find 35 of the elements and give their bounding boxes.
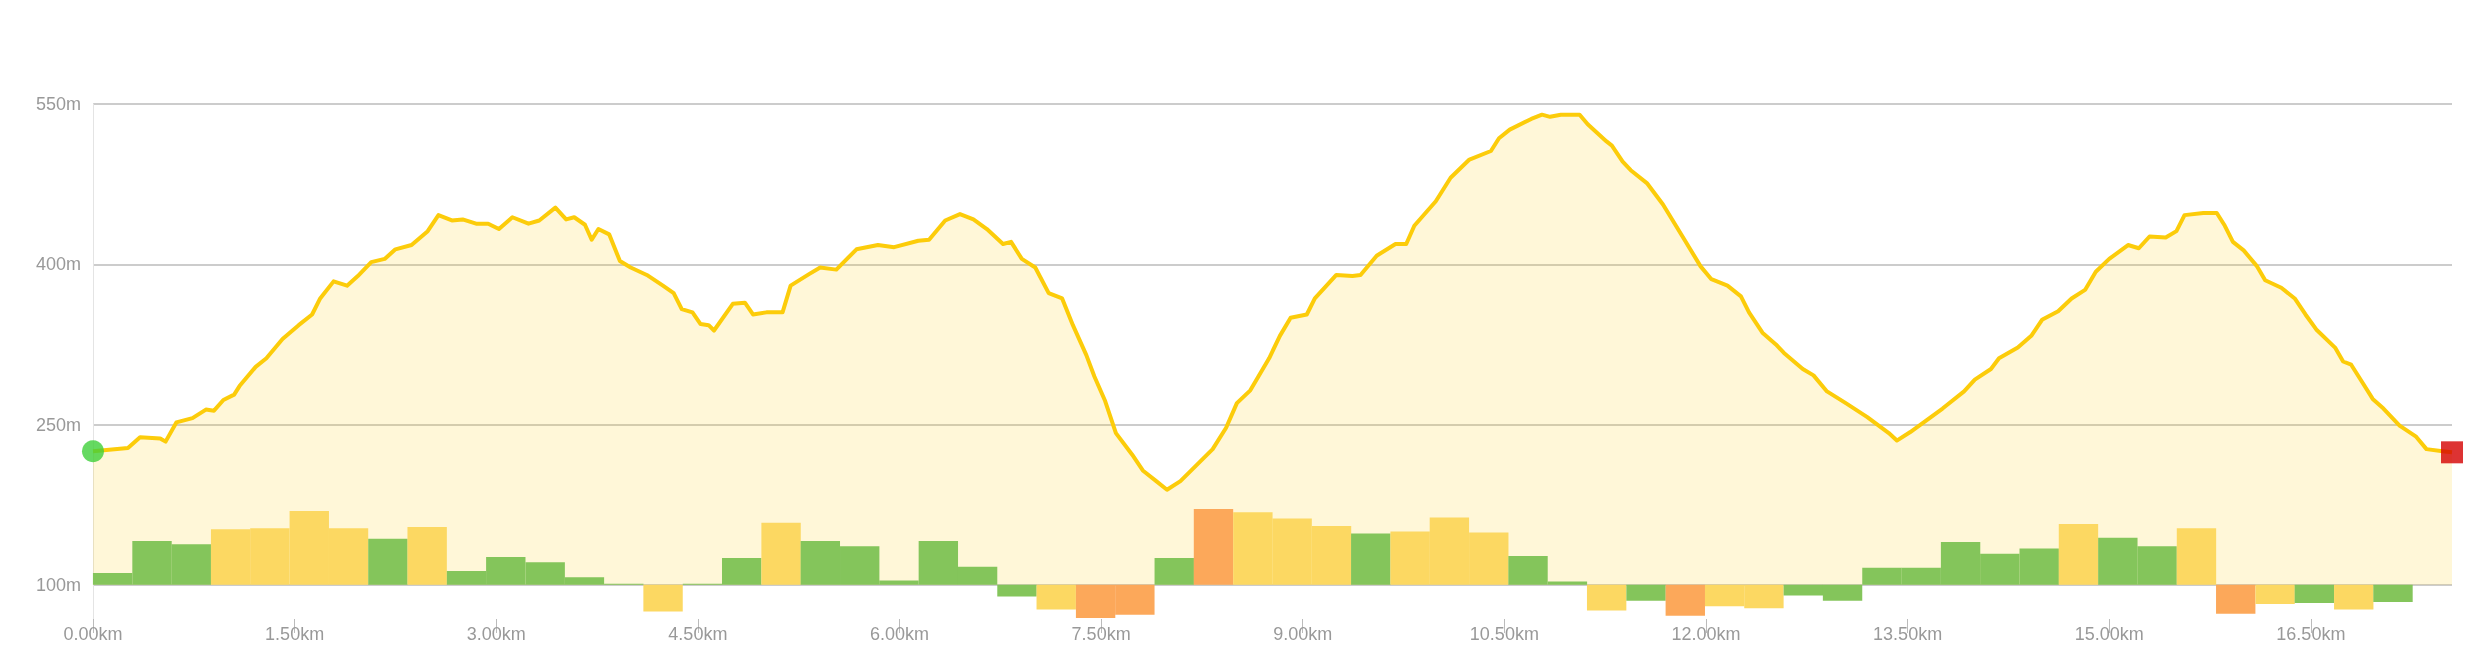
bar	[1036, 584, 1076, 610]
bar	[2216, 584, 2256, 614]
bar	[1626, 584, 1666, 601]
x-tick-label: 12.00km	[1671, 624, 1741, 644]
x-tick-label: 0.00km	[63, 624, 123, 644]
bar	[761, 522, 801, 585]
bar	[1154, 558, 1194, 585]
x-tick-label: 13.50km	[1873, 624, 1943, 644]
bar	[2334, 584, 2374, 610]
bar	[2058, 523, 2099, 585]
x-tick-label: 1.50km	[265, 624, 325, 644]
x-tick-label: 3.00km	[466, 624, 526, 644]
bar	[643, 584, 683, 612]
bar	[1193, 508, 1234, 585]
bar	[368, 538, 408, 585]
y-tick-label: 250m	[35, 414, 81, 435]
bar	[2294, 584, 2335, 603]
x-tick-label: 7.50km	[1071, 624, 1131, 644]
bar	[407, 527, 447, 585]
x-tick-label: 6.00km	[869, 624, 930, 644]
x-tick-label: 9.00km	[1273, 624, 1333, 644]
y-tick-label: 100m	[35, 574, 81, 595]
bar	[1586, 584, 1627, 611]
bar	[2176, 528, 2217, 585]
x-tick-label: 10.50km	[1469, 624, 1539, 644]
bar	[997, 584, 1037, 597]
x-tick-label: 4.50km	[668, 624, 728, 644]
x-tick-label: 16.50km	[2276, 624, 2346, 644]
x-tick-label: 15.00km	[2074, 624, 2144, 644]
bar	[2373, 584, 2413, 602]
y-tick-label: 550m	[35, 94, 81, 114]
bar	[2255, 584, 2295, 605]
bar	[1351, 533, 1391, 585]
y-tick-label: 400m	[35, 254, 81, 275]
bar	[1665, 584, 1705, 616]
